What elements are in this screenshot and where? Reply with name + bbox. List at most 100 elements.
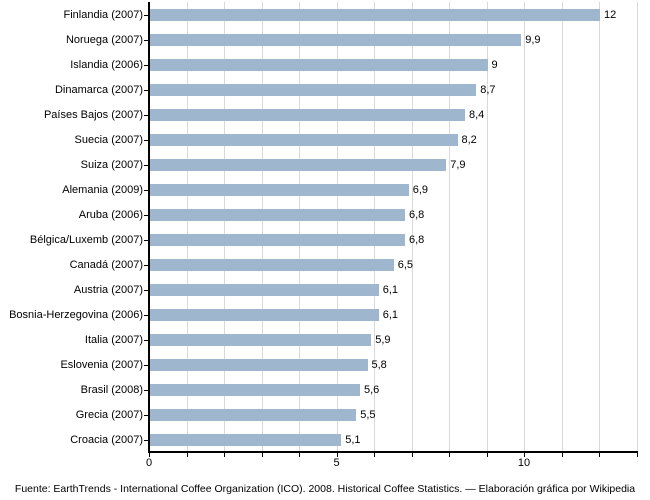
category-label: Italia (2007) bbox=[84, 334, 143, 346]
gridline bbox=[411, 2, 413, 451]
category-label: Grecia (2007) bbox=[75, 409, 143, 421]
bar-value-label: 5,8 bbox=[371, 359, 387, 371]
bar-value-label: 8,7 bbox=[480, 84, 496, 96]
x-axis-tick bbox=[449, 452, 450, 457]
category-label: Suecia (2007) bbox=[74, 134, 144, 146]
category-tick bbox=[144, 440, 149, 441]
bar-value-label: 6,1 bbox=[382, 309, 399, 321]
category-tick bbox=[144, 240, 149, 241]
category-tick bbox=[144, 115, 149, 116]
bar bbox=[150, 384, 360, 396]
bar bbox=[150, 34, 522, 46]
bar bbox=[150, 184, 409, 196]
category-label: Canadá (2007) bbox=[69, 259, 143, 271]
category-label: Bélgica/Luxemb (2007) bbox=[29, 234, 143, 246]
bar-value-label: 6,9 bbox=[412, 184, 429, 196]
x-axis-tick bbox=[224, 452, 225, 457]
bar bbox=[150, 409, 357, 421]
bar bbox=[150, 309, 379, 321]
x-axis-tick bbox=[261, 452, 263, 457]
category-tick bbox=[144, 215, 149, 216]
category-label: Suiza (2007) bbox=[80, 159, 143, 171]
category-label: Austria (2007) bbox=[73, 284, 143, 296]
x-axis-line bbox=[148, 451, 638, 453]
category-label: Países Bajos (2007) bbox=[43, 109, 143, 121]
bar-value-label: 9 bbox=[491, 59, 498, 71]
category-tick bbox=[144, 265, 149, 266]
source-footer: Fuente: EarthTrends - International Coff… bbox=[14, 483, 636, 495]
bar bbox=[150, 109, 465, 121]
bar-value-label: 5,6 bbox=[364, 384, 380, 396]
bar-value-label: 5,5 bbox=[360, 409, 376, 421]
gridline bbox=[599, 2, 600, 451]
bar-value-label: 6,5 bbox=[397, 259, 414, 271]
bar bbox=[150, 284, 379, 296]
category-label: Eslovenia (2007) bbox=[60, 359, 143, 371]
category-tick bbox=[144, 365, 149, 366]
gridline bbox=[261, 2, 263, 451]
bar bbox=[150, 334, 372, 346]
category-tick bbox=[144, 390, 149, 391]
gridline bbox=[224, 2, 225, 451]
bar bbox=[150, 9, 600, 21]
x-axis-tick bbox=[186, 452, 188, 457]
x-axis-tick bbox=[336, 452, 338, 457]
x-axis-tick-label: 10 bbox=[517, 457, 531, 469]
gridline bbox=[524, 2, 525, 451]
bar bbox=[150, 359, 368, 371]
bar bbox=[150, 434, 342, 446]
category-tick bbox=[144, 165, 149, 166]
gridline bbox=[449, 2, 450, 451]
bar-value-label: 8,2 bbox=[461, 134, 477, 146]
bar-value-label: 9,9 bbox=[525, 34, 541, 46]
gridline bbox=[374, 2, 375, 451]
category-tick bbox=[144, 315, 149, 316]
x-axis-tick bbox=[524, 452, 525, 457]
bar bbox=[150, 134, 458, 146]
bar-value-label: 12 bbox=[604, 9, 617, 21]
x-axis-tick bbox=[636, 452, 638, 457]
bar-value-label: 5,1 bbox=[345, 434, 361, 446]
category-label: Finlandia (2007) bbox=[63, 9, 144, 21]
y-axis-line bbox=[148, 2, 150, 453]
bar bbox=[150, 59, 488, 71]
x-axis-tick bbox=[599, 452, 600, 457]
bar bbox=[150, 159, 447, 171]
bar-value-label: 7,9 bbox=[450, 159, 466, 171]
bar-value-label: 6,8 bbox=[409, 234, 425, 246]
bar-value-label: 6,1 bbox=[382, 284, 399, 296]
gridline bbox=[636, 2, 638, 451]
category-label: Aruba (2006) bbox=[78, 209, 143, 221]
category-label: Dinamarca (2007) bbox=[54, 84, 143, 96]
category-label: Bosnia-Herzegovina (2006) bbox=[9, 309, 143, 321]
category-tick bbox=[144, 90, 149, 91]
x-axis-tick bbox=[299, 452, 300, 457]
gridline bbox=[299, 2, 300, 451]
category-label: Croacia (2007) bbox=[70, 434, 143, 446]
gridline bbox=[336, 2, 338, 451]
x-axis-tick bbox=[486, 452, 488, 457]
category-tick bbox=[144, 40, 149, 41]
bar bbox=[150, 84, 477, 96]
bar bbox=[150, 209, 405, 221]
category-label: Noruega (2007) bbox=[65, 34, 143, 46]
gridline bbox=[561, 2, 563, 451]
category-label: Islandia (2006) bbox=[70, 59, 143, 71]
category-tick bbox=[144, 290, 149, 291]
gridline bbox=[486, 2, 488, 451]
x-axis-tick-label: 5 bbox=[333, 457, 340, 469]
x-axis-tick bbox=[411, 452, 413, 457]
category-tick bbox=[144, 15, 149, 16]
category-tick bbox=[144, 415, 149, 416]
category-label: Alemania (2009) bbox=[62, 184, 143, 196]
x-axis-tick bbox=[374, 452, 375, 457]
bar-value-label: 5,9 bbox=[375, 334, 391, 346]
x-axis-tick-label: 0 bbox=[145, 457, 153, 469]
bar-value-label: 6,8 bbox=[409, 209, 425, 221]
bar bbox=[150, 234, 405, 246]
category-label: Brasil (2008) bbox=[80, 384, 143, 396]
bar-value-label: 8,4 bbox=[469, 109, 485, 121]
category-tick bbox=[144, 340, 149, 341]
x-axis-tick bbox=[561, 452, 563, 457]
category-tick bbox=[144, 190, 149, 191]
